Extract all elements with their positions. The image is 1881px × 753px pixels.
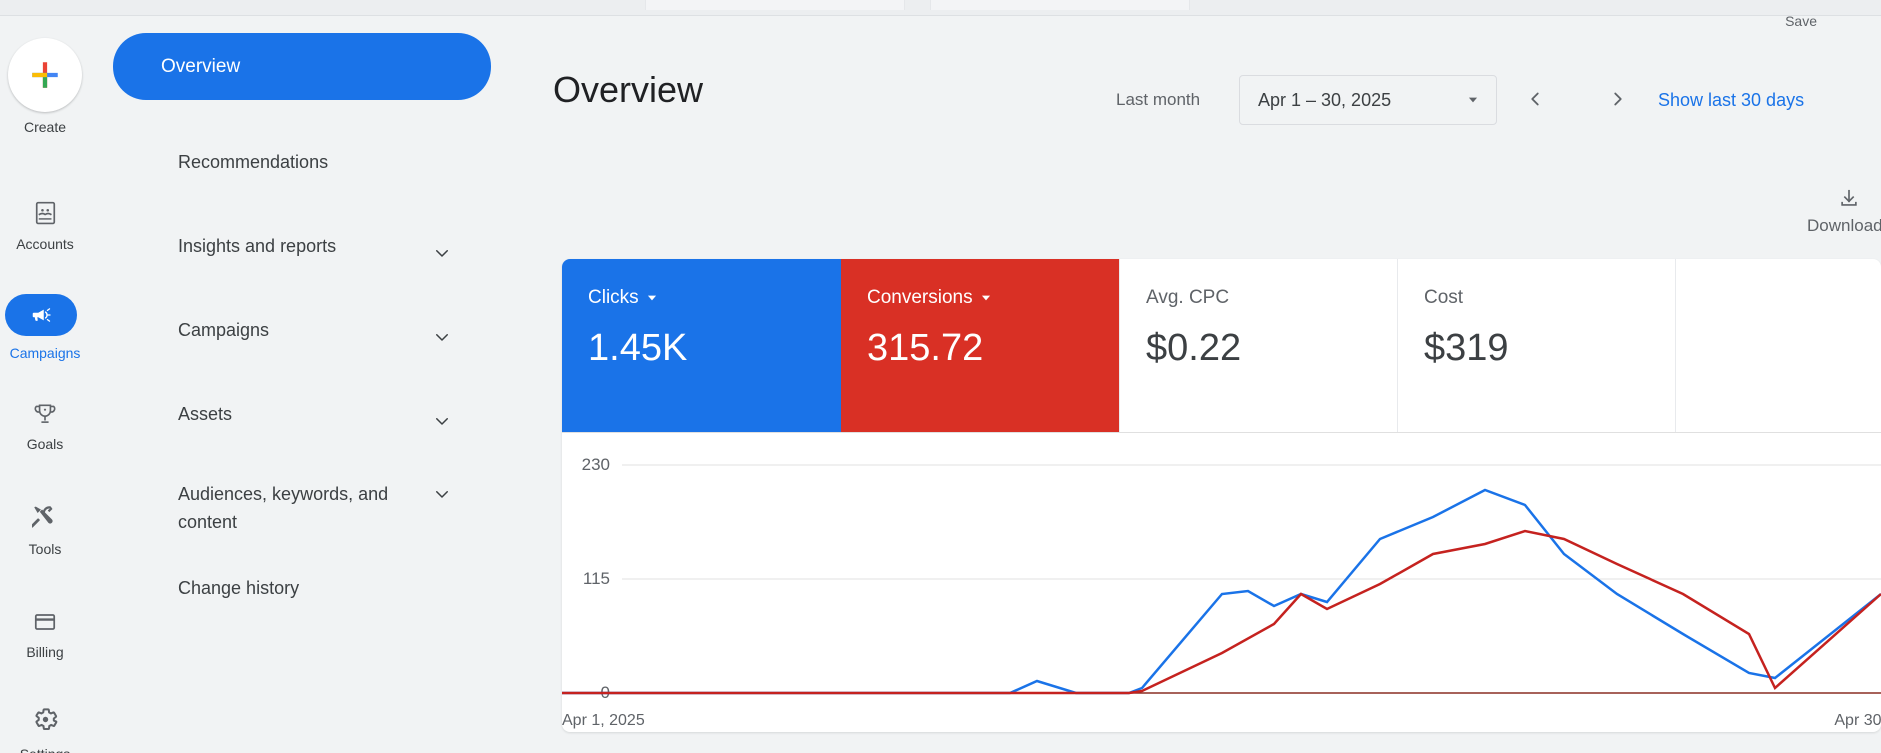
svg-text:230: 230	[582, 455, 610, 474]
svg-text:115: 115	[583, 569, 610, 588]
svg-text:Apr 1, 2025: Apr 1, 2025	[562, 712, 645, 729]
svg-text:Apr 30, 2025: Apr 30, 2025	[1834, 712, 1881, 729]
